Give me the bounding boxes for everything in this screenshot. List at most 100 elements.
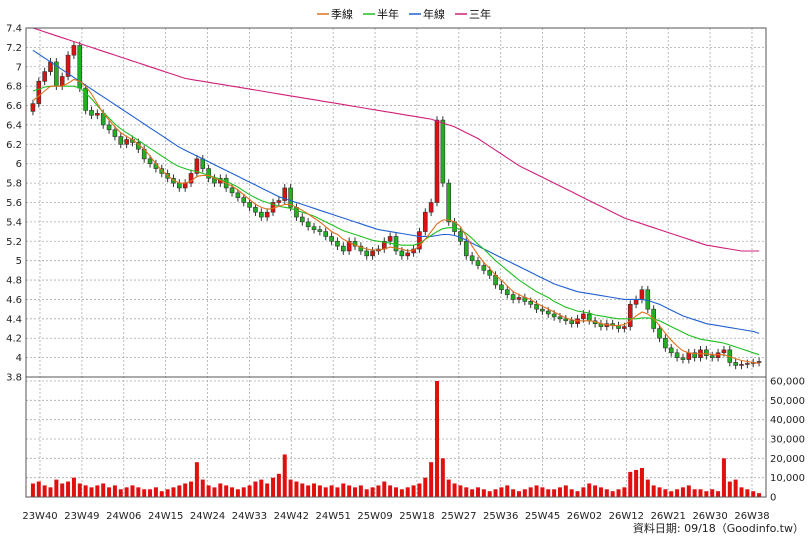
- candle-body: [627, 303, 633, 327]
- price-tick-label: 3.8: [6, 373, 22, 384]
- candle-body: [733, 362, 738, 366]
- candle-body: [323, 231, 329, 237]
- volume-bar: [341, 483, 346, 497]
- price-tick-label: 4.6: [6, 295, 22, 306]
- volume-bar: [189, 481, 194, 497]
- ma-line-three-year: [32, 27, 760, 252]
- volume-bar: [200, 479, 205, 497]
- volume-bar: [101, 483, 106, 497]
- candle-body: [71, 45, 77, 56]
- volume-bar: [745, 489, 750, 497]
- volume-bar: [587, 483, 592, 497]
- x-tick-label: 25W36: [483, 511, 518, 522]
- candle-body: [475, 260, 481, 266]
- x-tick-label: 24W51: [316, 511, 351, 522]
- ma-line-half-year: [32, 85, 760, 356]
- volume-bar: [429, 462, 434, 497]
- candle-body: [545, 310, 551, 315]
- candle-body: [358, 245, 364, 252]
- candle-body: [259, 211, 264, 218]
- candle-body: [639, 289, 645, 300]
- candle-body: [704, 349, 709, 356]
- volume-bar: [757, 493, 762, 497]
- price-axis-ticks: 3.8 4 4.2 4.4 4.6 4.8 5 5.2 5.4 5.6 5.8 6 6.2 6.4 6.6 6…: [6, 24, 22, 384]
- candle-body: [317, 229, 323, 232]
- candle-body: [300, 216, 305, 223]
- candle-body: [721, 349, 727, 354]
- volume-bar: [721, 458, 726, 497]
- candle-body: [622, 326, 627, 329]
- legend-label-quarter: 季線: [331, 7, 353, 21]
- volume-bars: [30, 381, 762, 497]
- price-tick-label: 4: [16, 353, 22, 364]
- volume-bar: [522, 489, 527, 497]
- candle-body: [657, 328, 662, 339]
- candle-body: [147, 158, 153, 165]
- candle-body: [188, 173, 194, 184]
- candle-body: [540, 308, 545, 312]
- volume-tick-label: 50,000: [770, 396, 805, 407]
- candle-body: [329, 236, 334, 242]
- volume-bar: [499, 487, 504, 497]
- volume-bar: [645, 479, 650, 497]
- volume-bar: [440, 458, 445, 497]
- legend-label-three-year: 三年: [469, 7, 491, 21]
- volume-bar: [394, 487, 398, 497]
- volume-bar: [686, 485, 691, 497]
- candle-body: [663, 337, 668, 349]
- volume-bar: [751, 491, 756, 497]
- volume-bar: [148, 489, 153, 497]
- volume-bar: [698, 489, 703, 497]
- price-tick-label: 6.8: [6, 82, 22, 93]
- volume-bar: [470, 489, 475, 497]
- volume-bar: [458, 485, 463, 497]
- x-tick-label: 23W40: [22, 511, 57, 522]
- volume-bar: [241, 487, 246, 497]
- volume-bar: [557, 487, 562, 497]
- volume-bar: [581, 487, 586, 497]
- volume-bar: [639, 468, 644, 497]
- volume-bar: [112, 485, 117, 497]
- volume-bar: [183, 483, 188, 497]
- volume-bar: [405, 487, 410, 497]
- volume-bar: [71, 477, 76, 497]
- price-tick-label: 6.2: [6, 140, 22, 151]
- volume-tick-label: 40,000: [770, 415, 805, 426]
- candlesticks: [30, 41, 762, 370]
- candle-body: [305, 221, 311, 228]
- volume-bar: [30, 483, 35, 497]
- volume-bar: [710, 489, 715, 497]
- candle-body: [89, 110, 94, 116]
- volume-bar: [552, 489, 557, 497]
- candle-body: [264, 211, 270, 218]
- volume-bar: [434, 381, 439, 497]
- candle-body: [668, 347, 674, 354]
- candle-body: [112, 129, 118, 137]
- volume-bar: [288, 479, 293, 497]
- x-tick-label: 25W18: [399, 511, 434, 522]
- price-tick-label: 5.4: [6, 217, 22, 228]
- volume-bar: [312, 483, 317, 497]
- volume-bar: [716, 491, 721, 497]
- volume-bar: [36, 481, 41, 497]
- price-tick-label: 4.4: [6, 314, 22, 325]
- volume-bar: [265, 483, 270, 497]
- candle-body: [551, 313, 557, 318]
- candle-body: [59, 76, 65, 87]
- candle-body: [463, 240, 469, 257]
- x-tick-label: 24W33: [232, 511, 267, 522]
- x-tick-label: 24W24: [190, 511, 225, 522]
- volume-bar: [417, 483, 422, 497]
- volume-bar: [493, 489, 498, 497]
- volume-bar: [206, 485, 211, 497]
- candle-body: [294, 207, 299, 218]
- candle-body: [569, 320, 574, 324]
- candle-body: [534, 303, 539, 310]
- candle-body: [674, 352, 680, 358]
- volume-bar: [464, 487, 469, 497]
- volume-panel-frame: [25, 376, 767, 498]
- volume-bar: [540, 487, 545, 497]
- volume-bar: [136, 487, 141, 497]
- candle-body: [434, 119, 440, 203]
- volume-bar: [294, 481, 299, 497]
